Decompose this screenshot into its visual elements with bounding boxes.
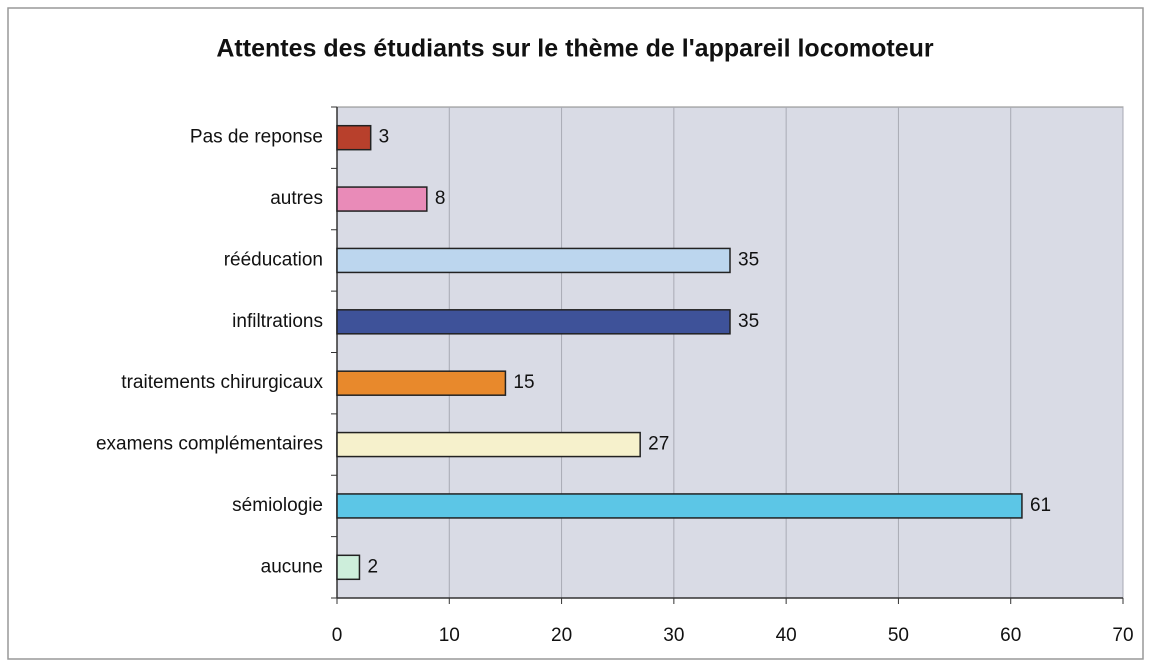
y-tick-label: examens complémentaires [96,434,323,455]
value-label: 8 [435,188,446,209]
value-label: 61 [1030,495,1051,516]
value-label: 15 [513,372,534,393]
chart-title: Attentes des étudiants sur le thème de l… [216,35,933,63]
value-label: 27 [648,434,669,455]
value-label: 2 [367,556,378,577]
plot-area [336,106,1124,599]
x-tick-label: 70 [1112,625,1133,646]
x-tick-label: 60 [1000,625,1021,646]
bar [336,554,361,581]
bar [336,309,731,335]
bar [336,124,372,151]
y-tick-label: infiltrations [232,311,323,332]
y-tick-label: aucune [261,556,323,577]
x-tick-label: 10 [439,625,460,646]
value-label: 35 [738,311,759,332]
x-tick-label: 40 [776,625,797,646]
bar [336,247,731,274]
y-tick-label: traitements chirurgicaux [121,372,323,393]
value-label: 3 [379,127,390,148]
x-tick-label: 0 [332,625,343,646]
value-label: 35 [738,249,759,270]
bar [336,431,641,458]
y-tick-label: Pas de reponse [190,127,323,148]
bar [336,186,428,212]
y-tick-label: rééducation [224,249,323,270]
x-tick-label: 30 [663,625,684,646]
bar [336,493,1023,519]
y-tick-label: autres [270,188,323,209]
bar [336,370,507,396]
x-tick-label: 50 [888,625,909,646]
x-tick-label: 20 [551,625,572,646]
y-tick-label: sémiologie [232,495,323,516]
